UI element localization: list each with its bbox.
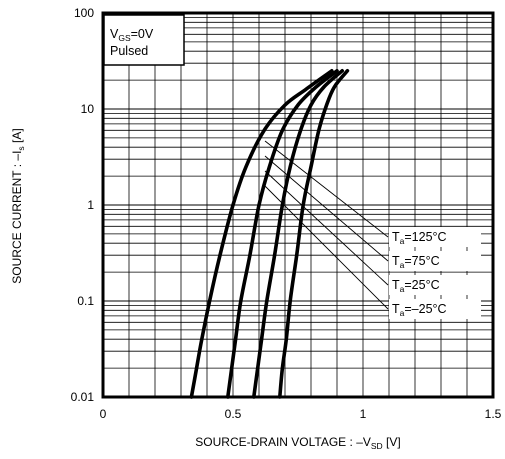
series-line [278,69,350,399]
legend-leader-line [264,155,389,262]
x-axis-label: SOURCE-DRAIN VOLTAGE : –VSD [V] [195,435,400,451]
y-axis-label: SOURCE CURRENT : –Is [A] [10,128,26,283]
legend-leader-line [264,170,389,286]
series-line [226,69,339,399]
grid [103,13,493,397]
series-line [189,69,334,399]
legend-leader-line [264,140,389,238]
plot-frame [101,11,495,399]
legend-label: Ta=25°C [392,278,440,294]
y-tick-label: 0.1 [77,294,94,308]
x-tick-label: 1.5 [485,407,502,421]
legend-label: Ta=75°C [392,254,440,270]
y-tick-label: 0.01 [71,390,95,404]
legend-leader-line [264,185,389,310]
legend-label-bg [389,251,481,271]
legend-label-bg [389,275,481,295]
x-tick-label: 0.5 [225,407,242,421]
curves [189,69,350,399]
x-tick-label: 0 [100,407,107,421]
legend-label-bg [389,227,481,247]
legend-leader-lines [264,140,389,310]
legend-label: Ta=–25°C [392,302,447,318]
conditions-pulsed: Pulsed [110,44,148,58]
conditions-vgs: VGS=0V [110,27,154,43]
y-tick-label: 100 [74,6,94,20]
y-tick-label: 10 [81,102,95,116]
tick-labels: 0 0.5 1 1.5 0.01 0.1 1 10 100 [71,6,502,421]
legend-label-bg [389,299,481,319]
conditions-box: VGS=0V Pulsed [103,14,185,66]
x-tick-label: 1 [360,407,367,421]
y-tick-label: 1 [87,198,94,212]
series-line [252,69,344,399]
legend-label: Ta=125°C [392,230,447,246]
legend: Ta=125°C Ta=75°C Ta=25°C Ta=–25°C [389,227,481,319]
